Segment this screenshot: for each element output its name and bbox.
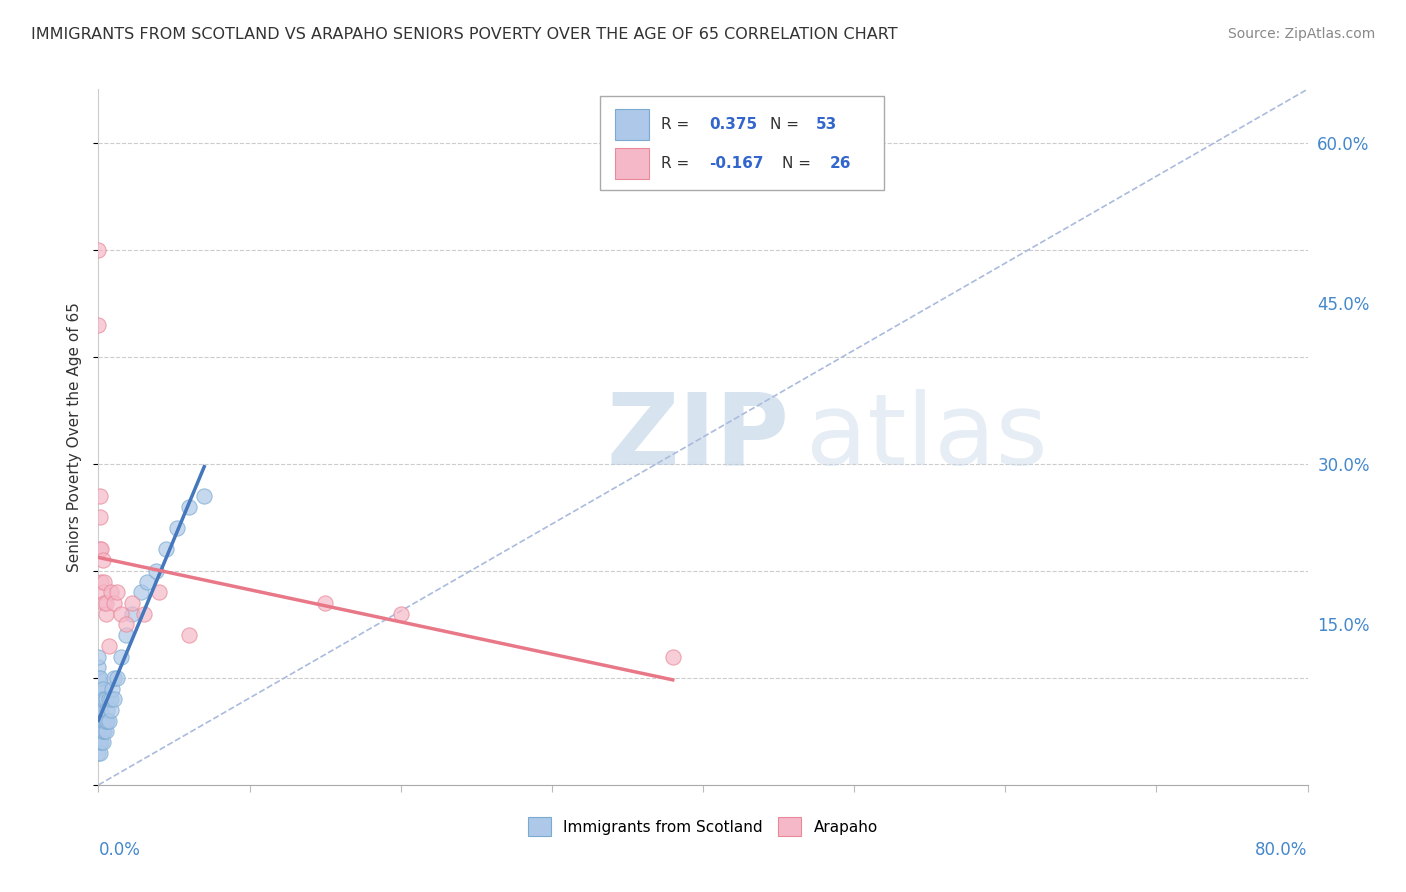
- Point: [661, 649, 683, 664]
- Point: [103, 692, 125, 706]
- Point: [89, 735, 111, 749]
- Point: [100, 692, 122, 706]
- Point: [89, 510, 111, 524]
- Point: [314, 596, 336, 610]
- Point: [89, 681, 111, 696]
- Text: Source: ZipAtlas.com: Source: ZipAtlas.com: [1227, 27, 1375, 41]
- Point: [155, 542, 177, 557]
- Point: [110, 649, 132, 664]
- Point: [94, 724, 117, 739]
- Text: R =: R =: [661, 156, 693, 171]
- Point: [105, 671, 128, 685]
- Point: [94, 596, 117, 610]
- Text: 0.0%: 0.0%: [98, 840, 141, 859]
- Point: [90, 542, 112, 557]
- Point: [87, 649, 110, 664]
- Text: 26: 26: [830, 156, 852, 171]
- Point: [98, 692, 121, 706]
- Point: [89, 703, 111, 717]
- FancyBboxPatch shape: [614, 110, 648, 140]
- Text: R =: R =: [661, 117, 693, 132]
- Point: [132, 607, 155, 621]
- Text: 53: 53: [815, 117, 837, 132]
- Text: IMMIGRANTS FROM SCOTLAND VS ARAPAHO SENIORS POVERTY OVER THE AGE OF 65 CORRELATI: IMMIGRANTS FROM SCOTLAND VS ARAPAHO SENI…: [31, 27, 897, 42]
- Point: [89, 746, 111, 760]
- Point: [121, 607, 143, 621]
- Point: [94, 607, 117, 621]
- Point: [145, 564, 167, 578]
- Point: [98, 639, 121, 653]
- Point: [93, 724, 115, 739]
- Point: [96, 703, 118, 717]
- Point: [87, 735, 110, 749]
- Point: [129, 585, 152, 599]
- Point: [89, 489, 111, 503]
- Point: [87, 714, 110, 728]
- Point: [91, 585, 114, 599]
- Point: [89, 724, 111, 739]
- Text: atlas: atlas: [806, 389, 1047, 485]
- Text: N =: N =: [769, 117, 803, 132]
- Point: [89, 542, 111, 557]
- Point: [93, 692, 115, 706]
- Point: [103, 671, 125, 685]
- Point: [87, 746, 110, 760]
- Point: [93, 714, 115, 728]
- Point: [90, 724, 112, 739]
- Point: [389, 607, 412, 621]
- Point: [91, 714, 114, 728]
- Point: [93, 574, 115, 589]
- Point: [103, 596, 125, 610]
- Point: [179, 628, 201, 642]
- Point: [87, 318, 110, 332]
- Point: [87, 692, 110, 706]
- Y-axis label: Seniors Poverty Over the Age of 65: Seniors Poverty Over the Age of 65: [67, 302, 83, 572]
- Point: [89, 671, 111, 685]
- Point: [87, 660, 110, 674]
- Point: [114, 628, 136, 642]
- Point: [89, 714, 111, 728]
- Text: 0.375: 0.375: [709, 117, 758, 132]
- Point: [114, 617, 136, 632]
- Point: [90, 574, 112, 589]
- Point: [91, 681, 114, 696]
- Point: [94, 692, 117, 706]
- Point: [166, 521, 188, 535]
- Point: [87, 681, 110, 696]
- Point: [90, 714, 112, 728]
- Point: [89, 692, 111, 706]
- Point: [100, 585, 122, 599]
- Point: [179, 500, 201, 514]
- Text: N =: N =: [782, 156, 815, 171]
- Point: [135, 574, 157, 589]
- Point: [148, 585, 170, 599]
- Point: [87, 671, 110, 685]
- Point: [96, 714, 118, 728]
- Legend: Immigrants from Scotland, Arapaho: Immigrants from Scotland, Arapaho: [520, 810, 886, 844]
- Point: [100, 703, 122, 717]
- Point: [87, 703, 110, 717]
- Point: [91, 735, 114, 749]
- Point: [87, 243, 110, 257]
- Point: [105, 585, 128, 599]
- Point: [91, 724, 114, 739]
- Point: [94, 714, 117, 728]
- Point: [193, 489, 215, 503]
- Point: [93, 596, 115, 610]
- Point: [98, 714, 121, 728]
- Point: [90, 692, 112, 706]
- FancyBboxPatch shape: [614, 148, 648, 179]
- Point: [101, 681, 124, 696]
- Point: [90, 735, 112, 749]
- Point: [91, 553, 114, 567]
- FancyBboxPatch shape: [600, 96, 884, 190]
- Point: [90, 703, 112, 717]
- Text: 80.0%: 80.0%: [1256, 840, 1308, 859]
- Text: -0.167: -0.167: [709, 156, 763, 171]
- Point: [110, 607, 132, 621]
- Point: [87, 724, 110, 739]
- Text: ZIP: ZIP: [606, 389, 789, 485]
- Point: [121, 596, 143, 610]
